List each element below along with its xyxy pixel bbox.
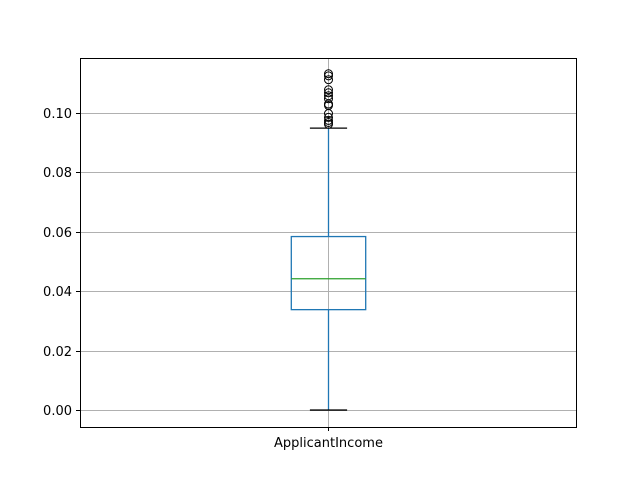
iqr-box (290, 235, 367, 311)
outlier-point (324, 112, 333, 122)
outlier-point (324, 117, 333, 127)
outlier-point (324, 75, 333, 85)
y-tick-label: 0.08 (43, 166, 72, 181)
box-layer (290, 69, 367, 411)
outlier-point (324, 91, 333, 101)
y-tick-label: 0.02 (43, 345, 72, 360)
outlier-point (324, 88, 333, 98)
y-axis: 0.00 0.02 0.04 0.06 0.08 0.10 (43, 107, 80, 419)
y-tick-label: 0.00 (43, 404, 72, 419)
outlier-point (324, 71, 333, 81)
x-tick-label: ApplicantIncome (274, 436, 383, 451)
y-tick-label: 0.10 (43, 107, 72, 122)
outlier-point (324, 85, 333, 95)
y-tick-label: 0.06 (43, 226, 72, 241)
outlier-point (324, 115, 333, 125)
outlier-point (324, 94, 333, 104)
axes-frame (80, 58, 577, 428)
outlier-point (324, 69, 333, 79)
y-tick-label: 0.04 (43, 285, 72, 300)
